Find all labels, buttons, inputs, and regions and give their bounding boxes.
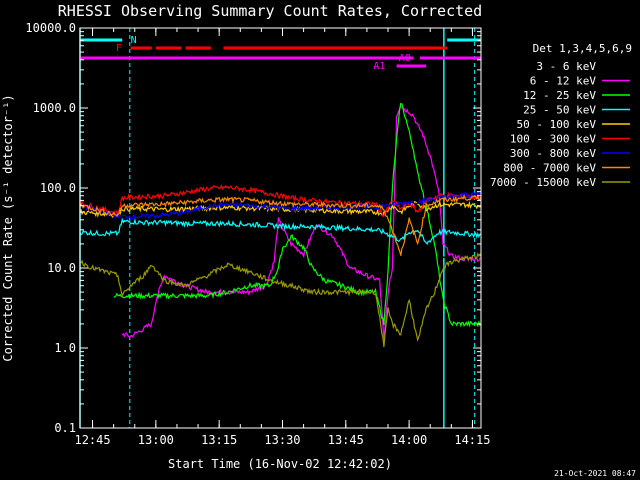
y-axis: 10000.0 1000.0 100.0 10.0 1.0 0.1 [25, 21, 481, 435]
flag-label: A0 [399, 53, 411, 64]
flag-a0: A0 [80, 53, 481, 64]
x-axis-label: Start Time (16-Nov-02 12:42:02) [168, 457, 392, 471]
series-line-7 [79, 194, 482, 256]
legend-label: 50 - 100 keV [517, 118, 597, 131]
timestamp: 21-Oct-2021 08:47 [554, 469, 636, 478]
legend-label: 3 - 6 keV [536, 60, 596, 73]
legend-label: 300 - 800 keV [510, 147, 596, 160]
flag-f: F [116, 43, 448, 54]
series-line-0 [193, 233, 482, 308]
legend-label: 800 - 7000 keV [503, 162, 596, 175]
flag-label: A1 [373, 61, 385, 72]
y-axis-label: Corrected Count Rate (s⁻¹ detector⁻¹) [1, 94, 15, 361]
x-tick-label: 14:00 [391, 433, 427, 447]
y-tick-label: 100.0 [40, 181, 76, 195]
legend-label: 6 - 12 keV [530, 75, 597, 88]
y-tick-label: 0.1 [54, 421, 76, 435]
flag-label: F [116, 43, 122, 54]
chart-title: RHESSI Observing Summary Count Rates, Co… [58, 2, 482, 20]
y-tick-label: 1000.0 [33, 101, 76, 115]
x-axis: 12:45 13:00 13:15 13:30 13:45 14:00 14:15 [74, 28, 490, 447]
series-line-6 [79, 190, 482, 220]
flag-label: N [131, 35, 137, 46]
x-tick-label: 13:15 [201, 433, 237, 447]
series-line-5 [79, 184, 482, 218]
y-tick-label: 1.0 [54, 341, 76, 355]
y-tick-label: 10000.0 [25, 21, 76, 35]
y-tick-label: 10.0 [47, 261, 76, 275]
legend-label: 7000 - 15000 keV [490, 176, 596, 189]
flag-n: N [80, 35, 481, 46]
legend-title: Det 1,3,4,5,6,9 [533, 42, 632, 55]
x-tick-label: 12:45 [74, 433, 110, 447]
series-line-1 [121, 105, 482, 341]
x-tick-label: 13:00 [138, 433, 174, 447]
x-tick-label: 13:30 [264, 433, 300, 447]
legend-label: 12 - 25 keV [523, 89, 596, 102]
series-line-3 [79, 217, 482, 246]
x-tick-label: 14:15 [454, 433, 490, 447]
plot-frame [79, 27, 482, 429]
plot-area: NF A0 A1 [79, 28, 482, 428]
flag-a1: A1 [373, 61, 427, 72]
series-line-8 [79, 252, 482, 347]
x-tick-label: 13:45 [328, 433, 364, 447]
legend-label: 100 - 300 keV [510, 133, 596, 146]
series-line-2 [113, 102, 482, 328]
legend-label: 25 - 50 keV [523, 104, 596, 117]
